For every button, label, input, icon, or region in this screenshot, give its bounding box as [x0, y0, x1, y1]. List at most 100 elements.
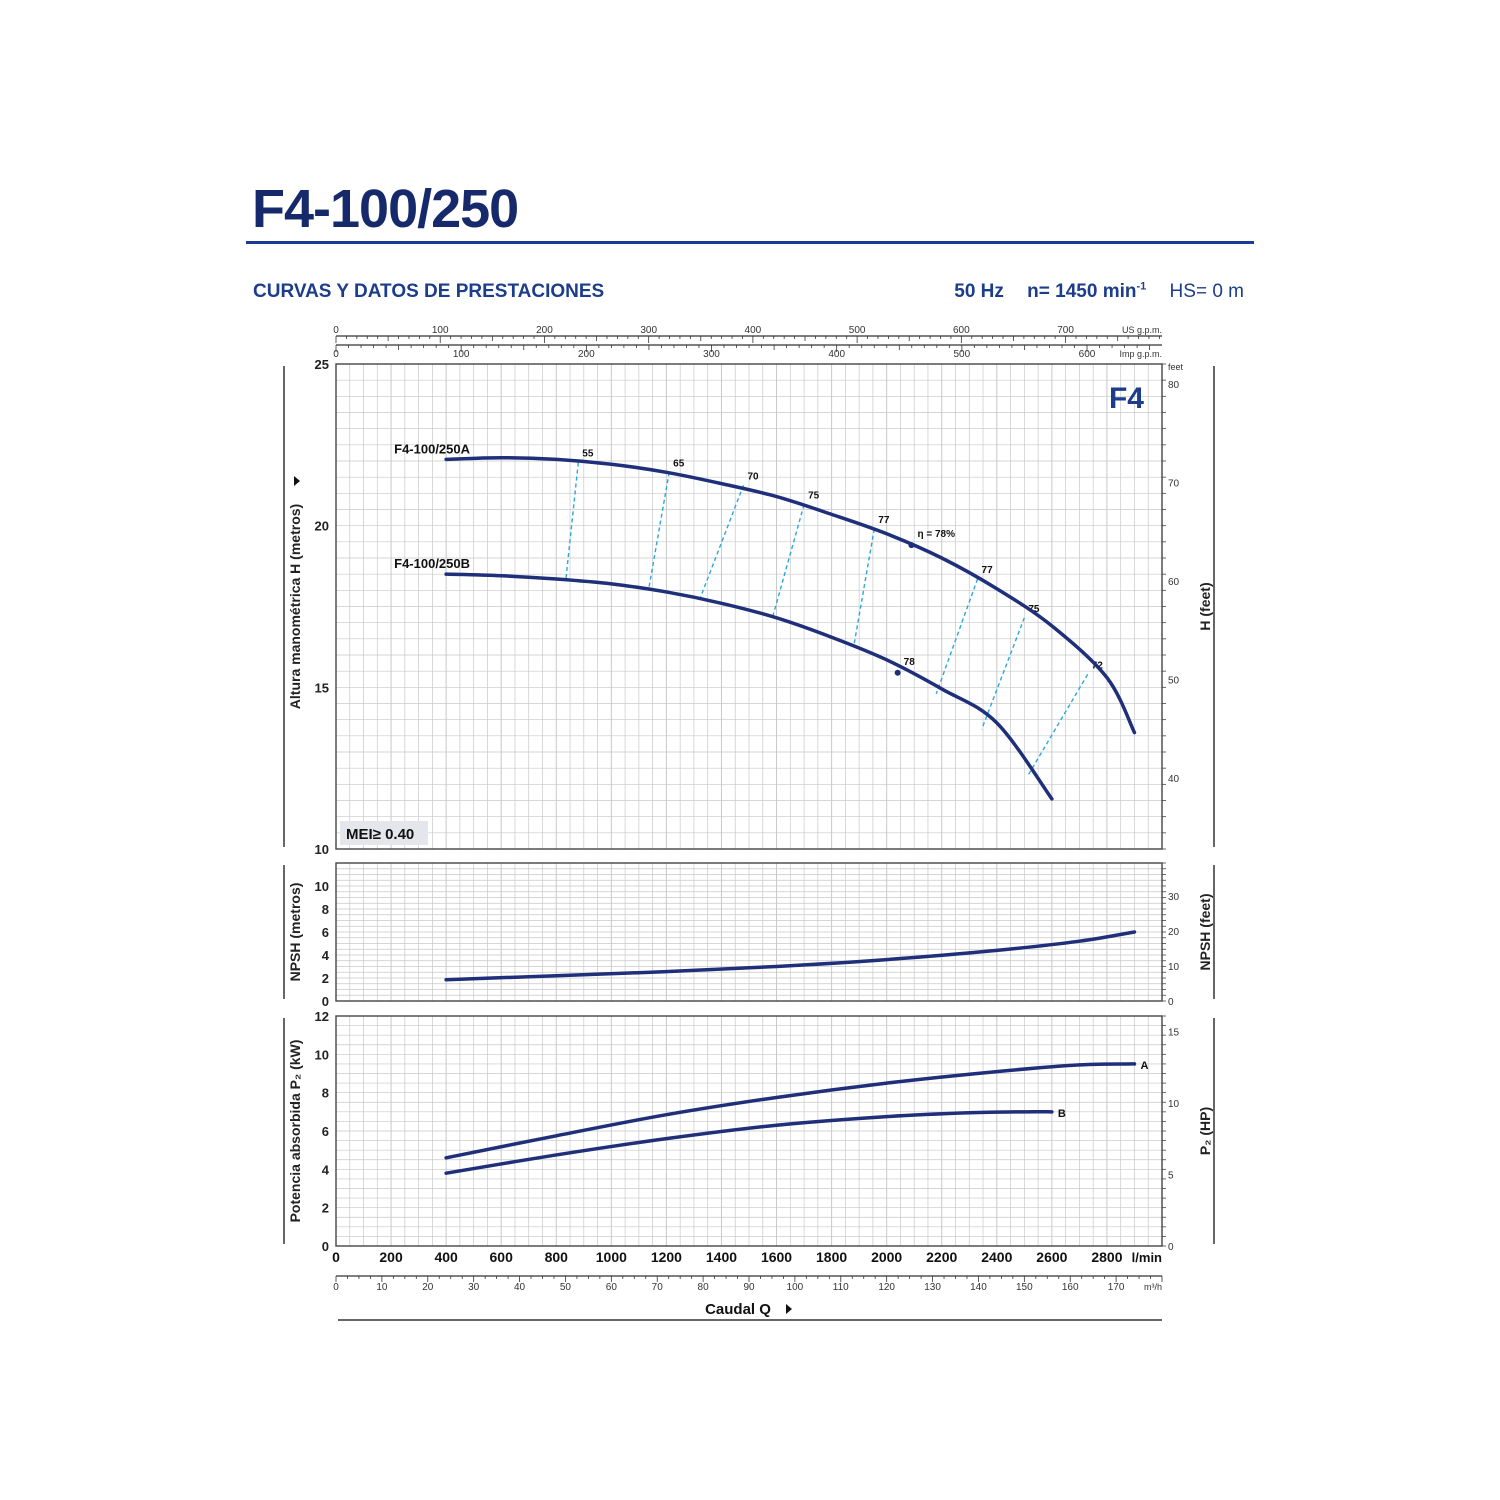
- x2-tick-label: 140: [970, 1282, 987, 1293]
- efficiency-line: [935, 578, 979, 695]
- x-tick-label: 600: [490, 1249, 514, 1265]
- y-tick-label: 10: [315, 1047, 329, 1062]
- imp-tick-label: 0: [333, 349, 339, 360]
- y2-axis-label: P₂ (HP): [1197, 1107, 1213, 1155]
- y-tick-label: 0: [322, 994, 329, 1009]
- section-subtitle: CURVAS Y DATOS DE PRESTACIONES: [253, 281, 605, 302]
- x2-tick-label: 110: [833, 1282, 849, 1293]
- x2-tick-label: 160: [1062, 1282, 1079, 1293]
- y2-tick-label: 0: [1168, 1242, 1174, 1253]
- title-rule: [246, 241, 1254, 244]
- top-tick-label: 200: [536, 325, 553, 336]
- best-efficiency-label: η = 78%: [917, 529, 955, 540]
- y-tick-label: 25: [315, 357, 329, 372]
- y-tick-label: 12: [315, 1009, 329, 1024]
- x-tick-label: 1600: [761, 1249, 792, 1265]
- efficiency-label: 75: [808, 491, 820, 502]
- speed-text: n= 1450 min: [1027, 281, 1137, 303]
- y2-tick-label: 5: [1168, 1171, 1174, 1182]
- best-efficiency-point: [894, 669, 901, 676]
- npsh-curve: [444, 930, 1137, 982]
- x-tick-label: 800: [545, 1249, 569, 1265]
- imp-tick-label: 100: [453, 349, 470, 360]
- best-efficiency-label: 78: [904, 657, 916, 668]
- efficiency-line: [771, 504, 805, 619]
- y-tick-label: 10: [315, 842, 329, 857]
- y-tick-label: 4: [322, 1162, 330, 1177]
- efficiency-line: [981, 617, 1025, 730]
- hs-label: HS= 0 m: [1169, 281, 1244, 303]
- spec-line: 50 Hz n= 1450 min-1 HS= 0 m: [936, 281, 1244, 303]
- series-label: F4-100/250A: [394, 441, 470, 456]
- efficiency-label: 55: [582, 449, 594, 460]
- head-curve-b: [444, 572, 1054, 801]
- series-label: B: [1058, 1108, 1066, 1120]
- y2-axis-label: H (feet): [1197, 582, 1213, 630]
- x-unit-label: l/min: [1132, 1250, 1162, 1265]
- imp-unit-label: Imp g.p.m.: [1119, 349, 1162, 359]
- y-tick-label: 0: [322, 1239, 329, 1254]
- speed-exponent: -1: [1136, 281, 1147, 293]
- mei-label: MEI≥ 0.40: [346, 826, 414, 843]
- y2-tick-label: 70: [1168, 478, 1180, 489]
- y2-tick-label: 15: [1168, 1028, 1180, 1039]
- y2-tick-label: 30: [1168, 892, 1180, 903]
- imp-tick-label: 200: [578, 349, 595, 360]
- y-tick-label: 8: [322, 902, 329, 917]
- power-curve-b: [444, 1110, 1054, 1175]
- x-tick-label: 1800: [816, 1249, 847, 1265]
- x2-tick-label: 60: [606, 1282, 618, 1293]
- x-tick-label: 2800: [1091, 1249, 1122, 1265]
- x2-tick-label: 0: [333, 1282, 339, 1293]
- y-tick-label: 10: [315, 879, 329, 894]
- x2-tick-label: 50: [560, 1282, 572, 1293]
- top-tick-label: 400: [745, 325, 762, 336]
- y-tick-label: 2: [322, 971, 329, 986]
- efficiency-label: 75: [1028, 604, 1040, 615]
- y-tick-label: 15: [315, 680, 329, 695]
- y2-tick-label: 80: [1168, 380, 1180, 391]
- series-label: A: [1140, 1060, 1148, 1072]
- efficiency-line: [852, 528, 875, 648]
- x-tick-label: 1400: [706, 1249, 737, 1265]
- top-tick-label: 0: [333, 325, 339, 336]
- x-tick-label: 200: [379, 1249, 403, 1265]
- y2-tick-label: 10: [1168, 962, 1180, 973]
- mei-box: [340, 821, 428, 845]
- x2-tick-label: 130: [924, 1282, 941, 1293]
- efficiency-label: 77: [878, 515, 890, 526]
- x-tick-label: 1200: [651, 1249, 682, 1265]
- efficiency-line: [1027, 674, 1089, 775]
- y-axis-label: NPSH (metros): [287, 883, 303, 982]
- caret-up-icon: [294, 476, 300, 486]
- y-tick-label: 2: [322, 1201, 329, 1216]
- y-tick-label: 4: [322, 948, 330, 963]
- x2-tick-label: 40: [514, 1282, 526, 1293]
- imp-tick-label: 500: [954, 349, 971, 360]
- y-axis-label: Altura manométrica H (metros): [287, 504, 303, 709]
- top-unit-label: US g.p.m.: [1122, 325, 1162, 335]
- efficiency-label: 70: [747, 471, 759, 482]
- y2-tick-label: 20: [1168, 927, 1180, 938]
- x-tick-label: 2200: [926, 1249, 957, 1265]
- series-label: F4-100/250B: [394, 556, 470, 571]
- frequency-label: 50 Hz: [954, 281, 1004, 303]
- y2-tick-label: 0: [1168, 997, 1174, 1008]
- top-tick-label: 100: [432, 325, 449, 336]
- imp-tick-label: 300: [703, 349, 720, 360]
- y2-tick-label: 10: [1168, 1099, 1180, 1110]
- power-curve-a: [444, 1062, 1137, 1160]
- top-tick-label: 500: [849, 325, 866, 336]
- page-title: F4-100/250: [252, 179, 519, 239]
- x2-tick-label: 70: [652, 1282, 664, 1293]
- x2-unit-label: m³/h: [1144, 1282, 1162, 1292]
- efficiency-label: 77: [982, 565, 994, 576]
- x2-tick-label: 10: [376, 1282, 388, 1293]
- y-tick-label: 6: [322, 925, 329, 940]
- imp-tick-label: 600: [1079, 349, 1096, 360]
- x2-tick-label: 120: [878, 1282, 895, 1293]
- x-tick-label: 2400: [981, 1249, 1012, 1265]
- top-tick-label: 300: [640, 325, 657, 336]
- y2-unit-label: feet: [1168, 362, 1184, 372]
